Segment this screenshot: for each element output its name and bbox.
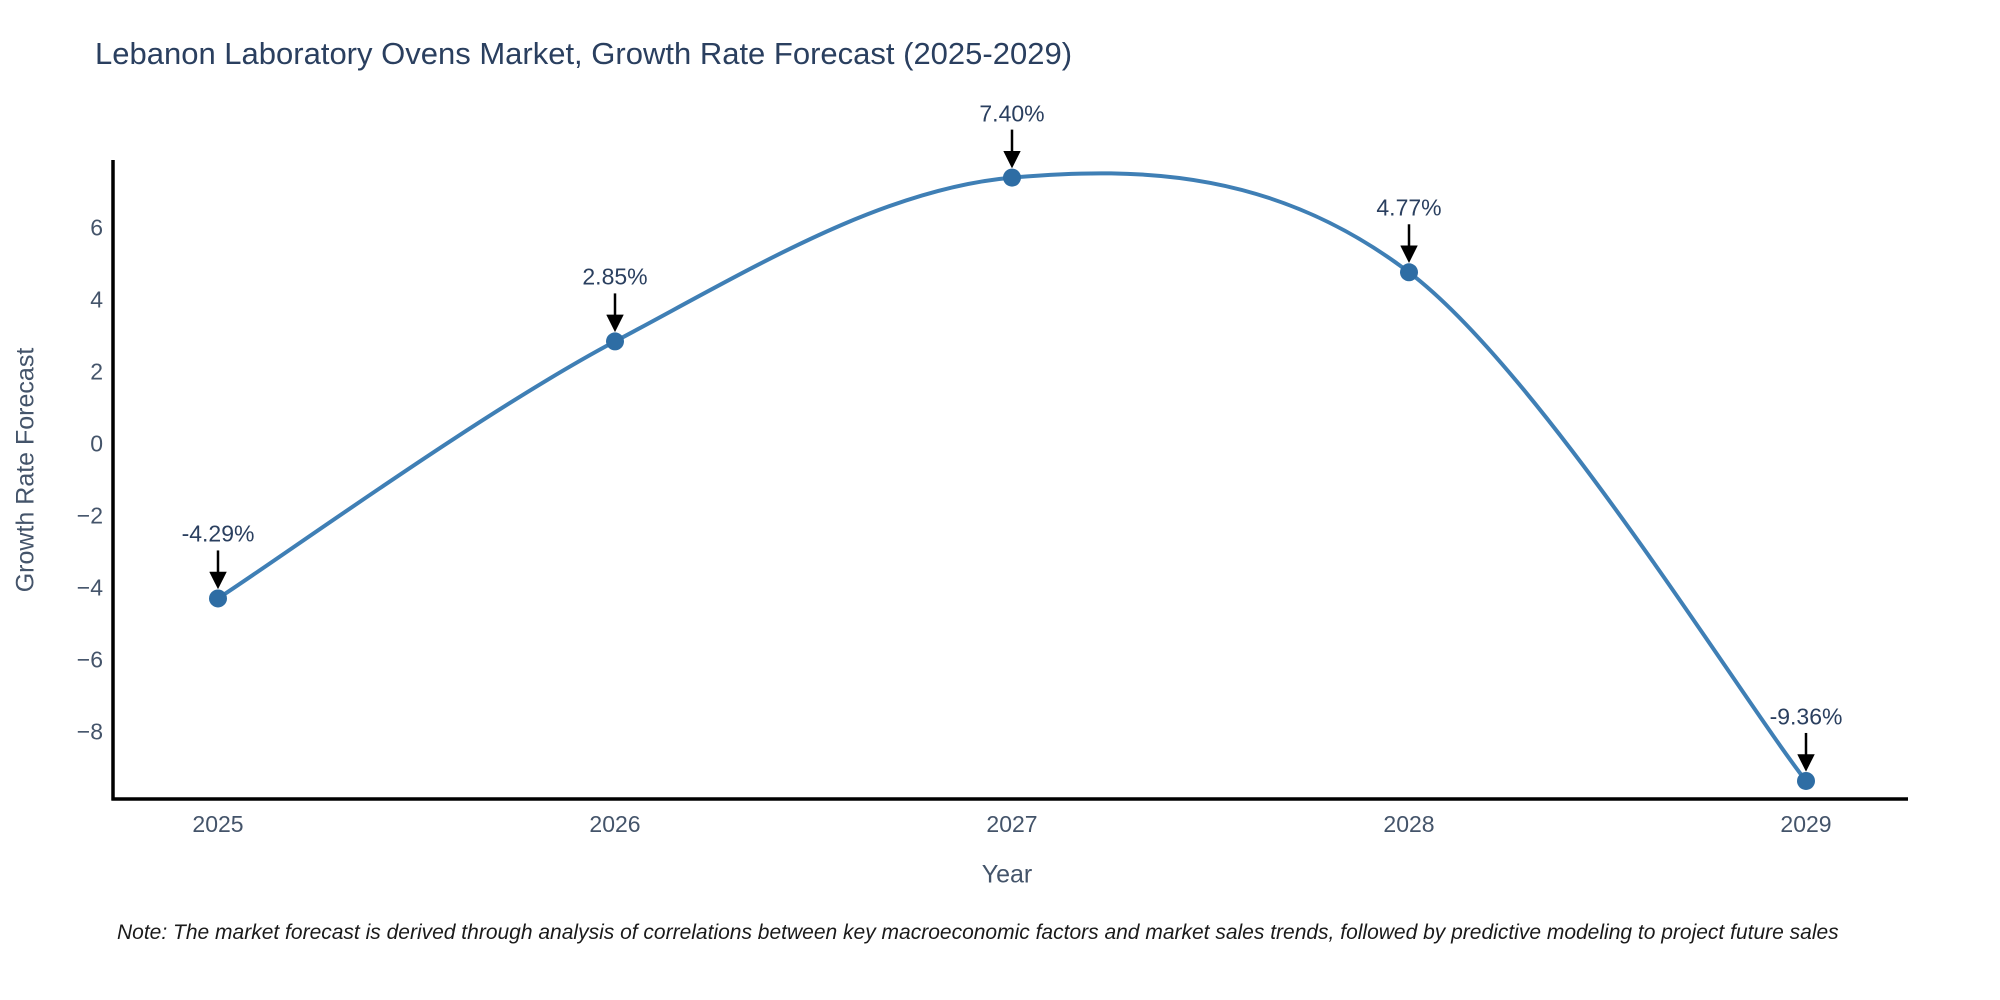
x-tick-2025: 2025: [192, 811, 244, 837]
line-series: [209, 168, 1815, 790]
x-tick-2029: 2029: [1780, 811, 1832, 837]
y-tick-0: 0: [90, 430, 103, 457]
annotation-label-2029: -9.36%: [1769, 703, 1843, 730]
y-tick-4: 4: [90, 286, 103, 313]
y-tick-−8: −8: [76, 718, 103, 745]
data-point-marker-2029[interactable]: [1797, 771, 1815, 790]
x-tick-2026: 2026: [589, 811, 641, 837]
trend-line: [216, 171, 1808, 783]
y-tick-−4: −4: [76, 574, 103, 601]
data-point-marker-2026[interactable]: [606, 332, 624, 351]
data-point-marker-2027[interactable]: [1003, 168, 1021, 187]
x-tick-2027: 2027: [986, 811, 1038, 837]
data-point-marker-2025[interactable]: [209, 589, 227, 608]
axes: [111, 160, 1908, 801]
y-tick-6: 6: [90, 214, 103, 241]
annotation-label-2026: 2.85%: [582, 263, 648, 290]
annotation-label-2027: 7.40%: [979, 100, 1045, 127]
annotation-label-2025: -4.29%: [181, 520, 255, 547]
y-tick-−2: −2: [76, 502, 103, 529]
x-tick-2028: 2028: [1383, 811, 1435, 837]
data-point-marker-2028[interactable]: [1400, 263, 1418, 282]
y-tick-2: 2: [90, 358, 103, 385]
x-axis-title: Year: [981, 860, 1033, 889]
chart-title: Lebanon Laboratory Ovens Market, Growth …: [95, 36, 1073, 71]
annotation-label-2028: 4.77%: [1376, 194, 1442, 221]
annotation-arrows: [209, 129, 1815, 772]
methodology-note: Note: The market forecast is derived thr…: [117, 921, 1839, 944]
y-tick-−6: −6: [76, 646, 103, 673]
